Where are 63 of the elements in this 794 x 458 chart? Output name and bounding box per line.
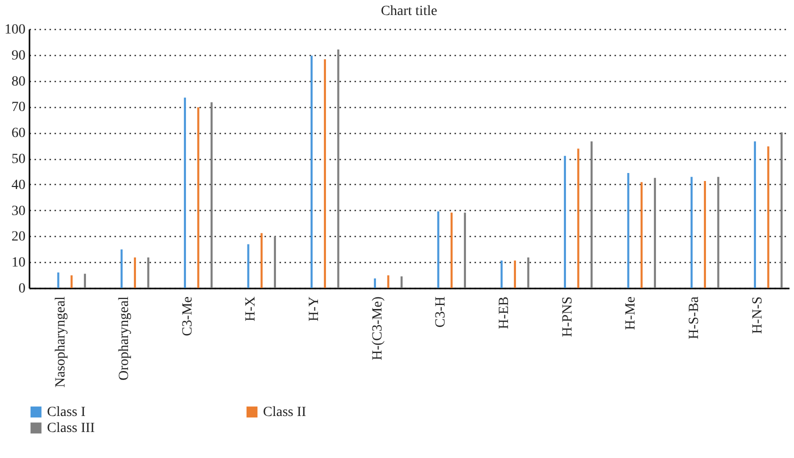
x-tick-label: H-EB [497,296,512,330]
bar [374,278,376,288]
bar [337,49,340,288]
x-tick-label: C3-Me [180,296,196,336]
bar [450,212,453,288]
chart-title: Chart title [380,4,438,19]
bar [324,59,326,288]
bar [400,276,403,288]
bar [780,132,783,288]
bar [210,102,213,288]
x-tick-label: H-N-S [750,296,766,334]
legend-label: Class I [47,405,86,420]
bar [590,141,593,288]
legend-label: Class III [47,421,96,436]
y-tick-label: 40 [12,178,26,193]
bar [274,236,276,288]
bar [387,275,390,288]
y-tick-label: 90 [12,48,26,64]
y-tick-label: 80 [12,74,26,90]
bar [500,260,503,288]
bar [147,257,150,288]
x-tick-label: H-X [244,296,259,322]
bar [120,249,123,288]
bar [527,257,530,288]
bar [464,212,466,288]
bar [627,173,630,288]
y-tick-label: 20 [12,230,26,245]
x-tick-label: Nasopharyngeal [54,296,69,388]
y-tick-label: 10 [12,256,26,271]
y-tick-label: 50 [12,152,26,167]
bar [754,141,756,288]
x-tick-label: Oropharyngeal [117,296,132,380]
bar [260,233,263,288]
bar [564,156,566,288]
y-tick-label: 30 [12,204,26,219]
bar [640,182,643,288]
legend-label: Class II [263,405,306,420]
x-tick-label: H-PNS [560,296,576,337]
bar [514,260,516,288]
x-tick-label: H-S-Ba [687,296,702,340]
bar [57,272,60,288]
y-tick-label: 60 [12,126,26,142]
x-tick-label: H-(C3-Me) [370,296,386,360]
bar [247,244,250,288]
bar [767,146,770,288]
bar [134,257,136,288]
y-tick-label: 0 [18,282,26,296]
bar [310,56,313,288]
bar [704,181,706,288]
bar [184,98,186,288]
bar [197,107,200,288]
x-tick-label: H-Y [307,296,322,322]
y-tick-label: 100 [4,22,26,38]
bar [84,274,86,288]
bar [437,211,440,288]
bar [577,148,580,288]
bar [654,178,656,288]
x-tick-label: H-Me [624,296,639,330]
bar [717,176,720,288]
bar [690,176,693,288]
y-tick-label: 70 [12,100,26,116]
bar [70,275,73,288]
x-tick-label: C3-H [434,296,449,328]
